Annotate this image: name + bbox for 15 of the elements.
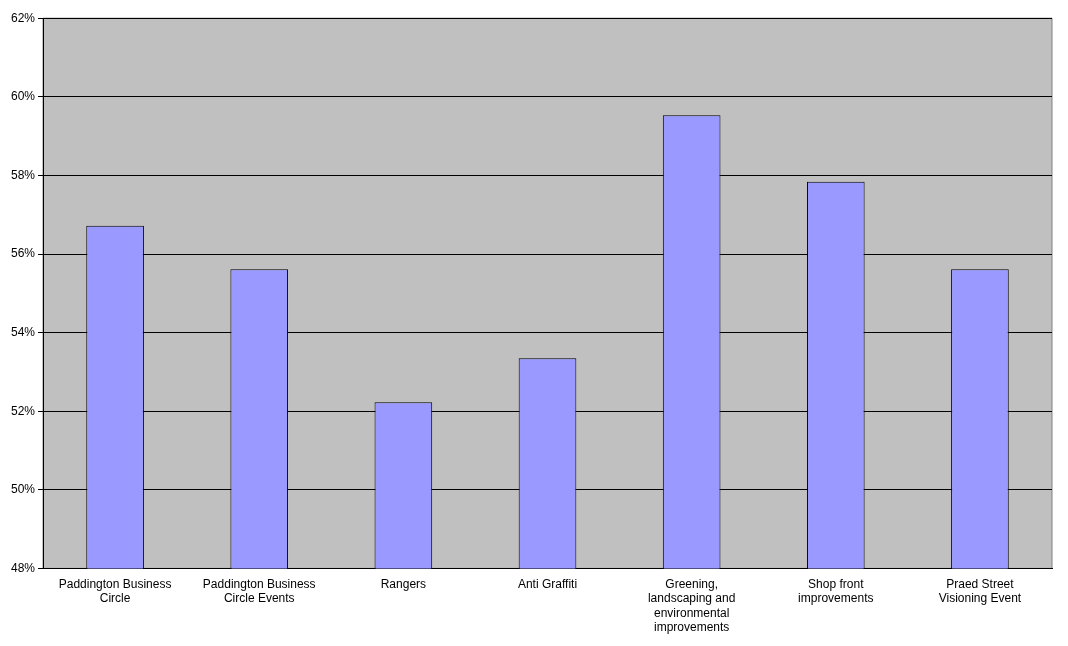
y-tick-label: 48% (10, 560, 36, 575)
x-tick-label: Greening, landscaping and environmental improvements (647, 576, 736, 635)
y-tick-label: 60% (10, 89, 36, 104)
y-tick-label: 62% (10, 10, 36, 25)
x-tick-label: Rangers (380, 576, 427, 591)
x-tick-label: Anti Graffiti (517, 576, 578, 591)
x-tick-label: Shop front improvements (798, 576, 874, 606)
x-tick-label: Praed Street Visioning Event (938, 576, 1022, 606)
x-tick-label: Paddington Business Circle (58, 576, 172, 606)
y-tick-label: 54% (10, 324, 36, 339)
y-tick-label: 58% (10, 167, 36, 182)
y-tick-label: 56% (10, 246, 36, 261)
x-tick-label: Paddington Business Circle Events (202, 576, 316, 606)
y-tick-label: 52% (10, 403, 36, 418)
y-tick-label: 50% (10, 482, 36, 497)
